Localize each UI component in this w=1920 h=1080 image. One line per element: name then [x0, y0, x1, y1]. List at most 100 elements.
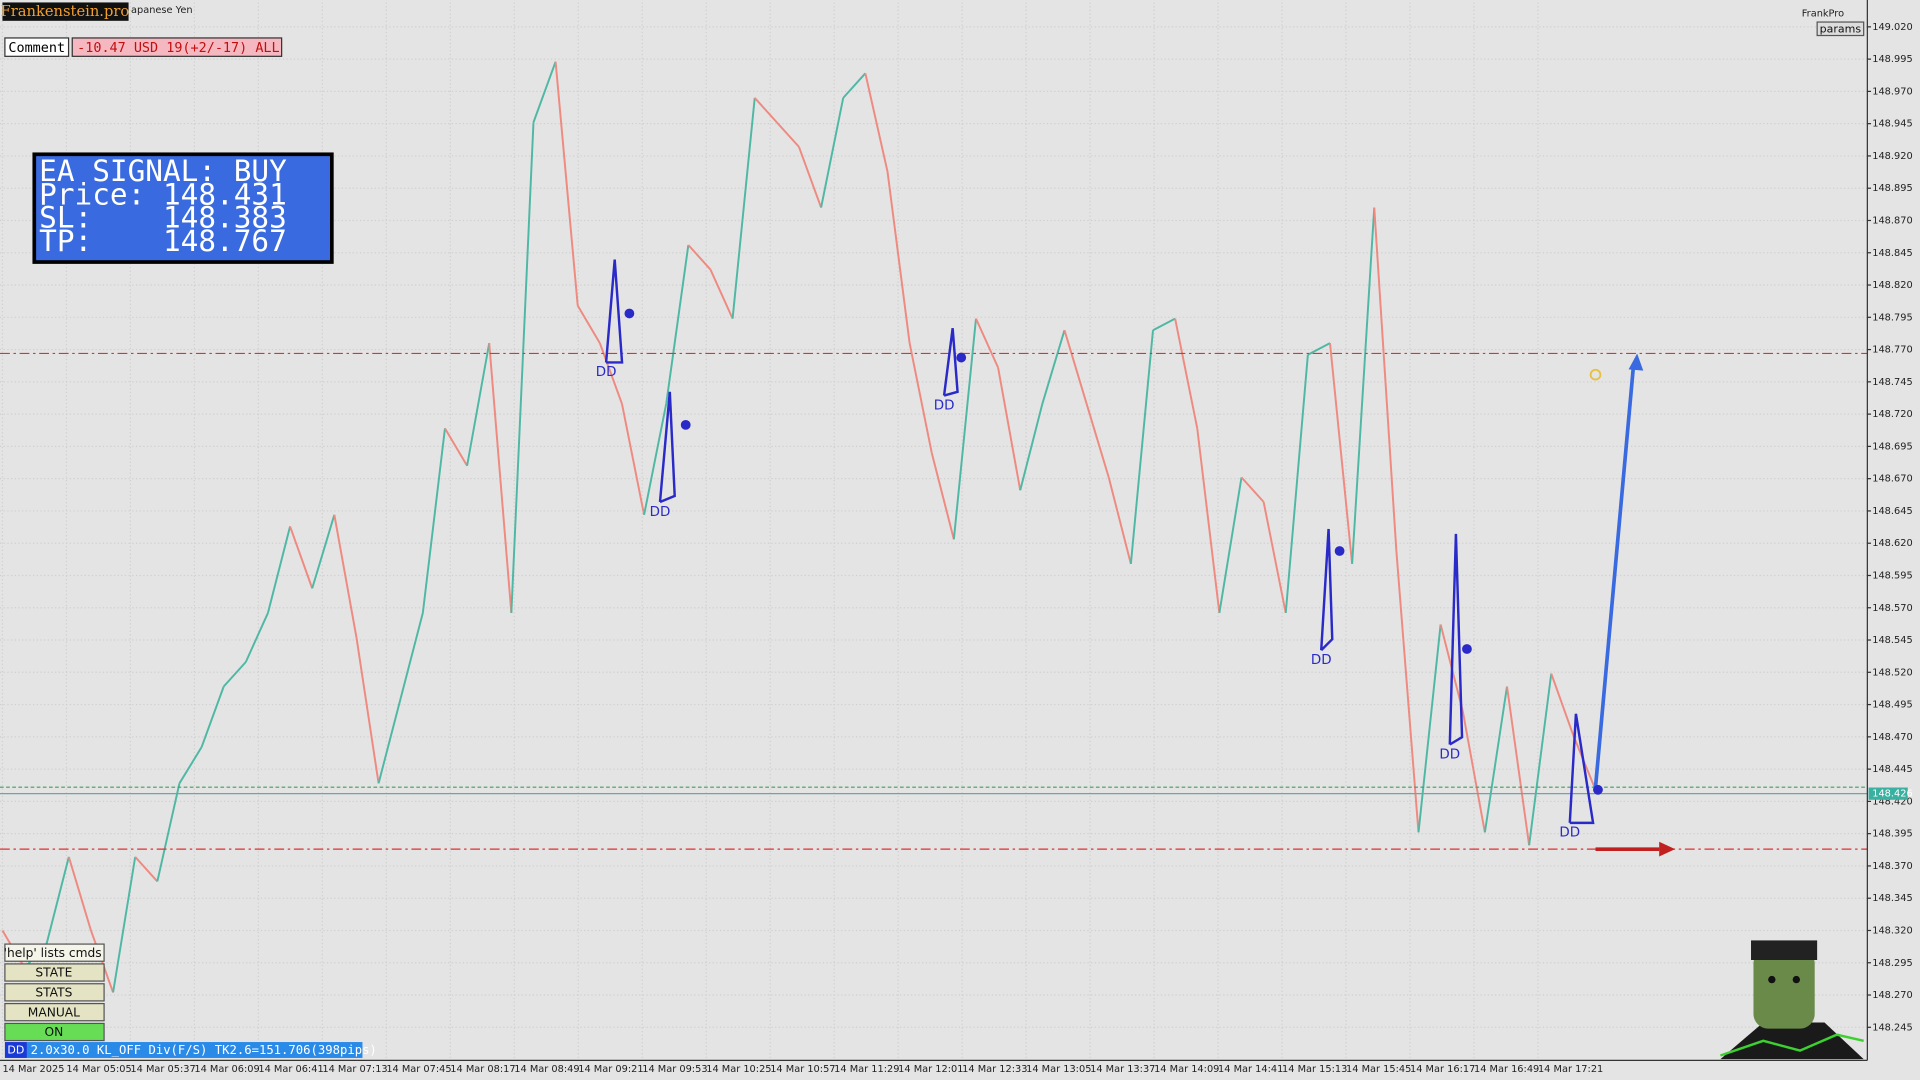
- comment-value-box: [71, 37, 283, 57]
- button-label[interactable]: STATS: [35, 985, 72, 999]
- price-segment: [355, 637, 380, 784]
- price-segment: [178, 746, 203, 784]
- price-segment: [731, 97, 756, 319]
- comment-label-box: [4, 37, 70, 57]
- price-segment: [1107, 477, 1132, 565]
- y-tick-label: 148.520: [1872, 667, 1912, 678]
- price-segment: [466, 342, 491, 466]
- y-tick-label: 148.370: [1872, 861, 1912, 872]
- target-marker: [1589, 368, 1602, 381]
- x-tick-label: 14 Mar 2025: [2, 1064, 64, 1075]
- x-tick-label: 14 Mar 15:13: [1282, 1064, 1347, 1075]
- button[interactable]: [4, 983, 105, 1002]
- y-tick-label: 148.795: [1872, 312, 1912, 323]
- button-label[interactable]: ON: [44, 1025, 63, 1039]
- signal-dot: [1462, 644, 1472, 654]
- button[interactable]: [4, 963, 105, 982]
- price-segment: [1152, 317, 1176, 332]
- signal-dot: [956, 352, 967, 363]
- signal-line: Price: 148.431: [39, 177, 287, 211]
- y-tick-label: 149.020: [1872, 22, 1912, 33]
- price-segment: [399, 612, 424, 699]
- price-segment: [1240, 476, 1265, 503]
- current-price-label: 148.426: [1872, 789, 1912, 800]
- sl-arrow-head: [1659, 841, 1676, 857]
- x-tick-label: 14 Mar 06:09: [194, 1064, 259, 1075]
- signal-shape: [1320, 528, 1334, 652]
- button-label[interactable]: MANUAL: [28, 1005, 80, 1019]
- price-segment: [754, 97, 778, 124]
- logo-box: [2, 2, 129, 21]
- y-tick-label: 148.395: [1872, 829, 1912, 840]
- y-tick-label: 148.895: [1872, 183, 1912, 194]
- x-tick-label: 14 Mar 07:13: [322, 1064, 387, 1075]
- button-label[interactable]: STATE: [35, 966, 72, 980]
- price-segment: [267, 526, 292, 614]
- y-tick-label: 148.770: [1872, 345, 1912, 356]
- x-tick-label: 14 Mar 13:05: [1026, 1064, 1091, 1075]
- mascot-eye: [1792, 975, 1800, 984]
- price-segment: [1085, 403, 1110, 478]
- buttons: 'help' lists cmds STATE STATS MANUAL ON: [4, 943, 105, 1042]
- x-tick-label: 14 Mar 16:17: [1410, 1064, 1475, 1075]
- price-segment: [311, 514, 336, 589]
- price-segment: [643, 403, 668, 516]
- status-tag-box: [4, 1042, 27, 1058]
- dd-label: DD: [596, 365, 617, 380]
- button[interactable]: [4, 1002, 105, 1022]
- x-tick-label: 14 Mar 16:49: [1474, 1064, 1539, 1075]
- button[interactable]: [4, 1022, 105, 1042]
- tp-arrow-head: [1628, 353, 1644, 371]
- price-segment: [1174, 318, 1199, 429]
- price-segment: [244, 612, 269, 663]
- price-segment: [134, 856, 159, 883]
- price-segment: [1019, 403, 1044, 491]
- price-segment: [975, 318, 1000, 369]
- x-tick-label: 14 Mar 08:17: [450, 1064, 515, 1075]
- y-tick-label: 148.945: [1872, 119, 1912, 130]
- price-segment: [222, 661, 247, 688]
- price-segment: [1483, 686, 1508, 833]
- signal-line: EA SIGNAL: BUY: [39, 154, 287, 188]
- comment-label: Comment: [8, 41, 65, 56]
- y-tick-label: 148.270: [1872, 990, 1912, 1001]
- price-segment: [1528, 673, 1553, 846]
- price-segment: [532, 61, 557, 123]
- price-segment: [1307, 342, 1331, 356]
- signal-dot: [1334, 546, 1345, 556]
- price-segment: [1506, 686, 1531, 846]
- price-segment: [444, 427, 468, 467]
- mascot-eye: [1768, 975, 1776, 984]
- y-tick-label: 148.670: [1872, 474, 1912, 485]
- x-tick-label: 14 Mar 12:01: [898, 1064, 963, 1075]
- comment-value: -10.47 USD 19(+2/-17) ALL: [77, 41, 280, 56]
- button[interactable]: [4, 943, 105, 962]
- x-tick-label: 14 Mar 14:41: [1218, 1064, 1283, 1075]
- current-price-box: [1868, 787, 1908, 800]
- status-tag: DD: [7, 1044, 24, 1057]
- symbol: apanese Yen: [131, 5, 193, 16]
- y-tick-label: 148.845: [1872, 248, 1912, 259]
- signal-shapes: [604, 259, 1595, 825]
- y-tick-label: 148.870: [1872, 215, 1912, 226]
- y-tick-label: 148.495: [1872, 700, 1912, 711]
- dd-label: DD: [934, 398, 955, 413]
- x-tick-label: 14 Mar 09:53: [642, 1064, 707, 1075]
- params-box[interactable]: [1816, 21, 1865, 37]
- price-segment: [687, 244, 712, 271]
- x-tick-label: 14 Mar 15:45: [1346, 1064, 1411, 1075]
- y-tick-label: 148.695: [1872, 441, 1912, 452]
- price-segment: [1550, 673, 1575, 736]
- x-tick-label: 14 Mar 10:57: [770, 1064, 835, 1075]
- button-label[interactable]: 'help' lists cmds: [4, 946, 102, 960]
- y-tick-label: 148.920: [1872, 151, 1912, 162]
- price-segment: [1461, 710, 1486, 833]
- y-tick-label: 148.445: [1872, 764, 1912, 775]
- signal-panel: [32, 152, 334, 264]
- y-tick-label: 148.245: [1872, 1022, 1912, 1033]
- price-segment: [1351, 207, 1376, 564]
- params[interactable]: params: [1820, 22, 1862, 35]
- logo: Frankenstein.pro: [1, 3, 130, 20]
- price-segment: [1262, 501, 1287, 614]
